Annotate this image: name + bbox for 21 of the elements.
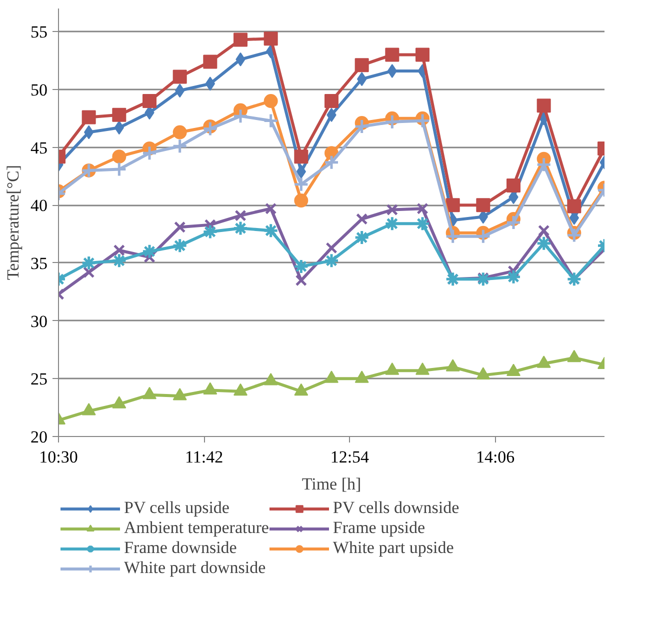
- legend-label: Frame downside: [124, 538, 237, 558]
- legend-label: Frame upside: [332, 518, 425, 538]
- y-tick-label: 40: [30, 196, 48, 216]
- x-tick-label: 10:30: [39, 448, 78, 466]
- legend-label: PV cells upside: [124, 498, 230, 518]
- y-tick-label: 20: [30, 428, 48, 446]
- y-tick-label: 25: [30, 370, 48, 389]
- y-tick-label: 35: [30, 254, 48, 273]
- y-tick-label: 30: [30, 312, 48, 331]
- legend-label: Ambient temperature: [124, 518, 269, 538]
- y-tick-label: 55: [30, 22, 48, 42]
- x-tick-label: 12:54: [330, 448, 370, 466]
- y-axis-title: Temperature[°C]: [4, 164, 22, 280]
- x-tick-label: 14:06: [476, 448, 515, 466]
- y-tick-label: 50: [30, 80, 48, 100]
- legend-label: White part downside: [124, 558, 266, 578]
- legend-label: PV cells downside: [332, 498, 460, 518]
- y-tick-label: 45: [30, 138, 48, 158]
- x-tick-label: 11:42: [185, 448, 224, 466]
- legend-label: White part upside: [332, 538, 454, 558]
- x-axis-title: Time [h]: [302, 474, 362, 494]
